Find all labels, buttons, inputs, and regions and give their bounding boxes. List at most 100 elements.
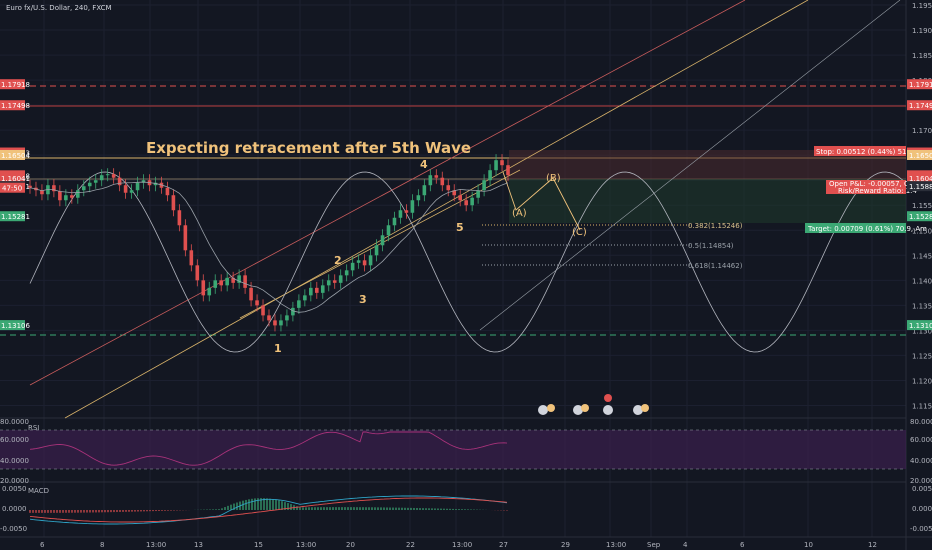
cycle-sine[interactable] <box>29 171 907 353</box>
price-tag-left-text: 1.17498 <box>1 102 30 110</box>
price-tick: 1.17000 <box>912 127 932 135</box>
pnl-tag[interactable] <box>826 180 906 194</box>
time-axis: 6 8 13:00 13 15 13:00 20 22 13:00 27 29 13:00 Sep 4 6 1… <box>40 541 877 549</box>
candle-body <box>207 287 212 296</box>
price-tag-left-text: 1.16041 <box>1 175 30 183</box>
candle-body <box>177 210 182 226</box>
macd-label: MACD <box>28 487 49 495</box>
candle-body <box>350 262 355 271</box>
countdown-tag <box>0 182 25 193</box>
price-tag-left-text: 1.15281 <box>1 213 30 221</box>
candle-body <box>64 195 68 201</box>
chart-annotation-title[interactable]: Expecting retracement after 5th Wave <box>146 139 471 157</box>
event-icon[interactable] <box>641 404 649 412</box>
channel-grey[interactable] <box>479 0 901 331</box>
candle-body <box>93 180 98 183</box>
candle-body <box>153 182 158 186</box>
event-icon[interactable] <box>581 404 589 412</box>
wave-label-3[interactable]: 3 <box>359 293 367 306</box>
candle-body <box>231 277 235 283</box>
wave-label-5[interactable]: 5 <box>456 221 464 234</box>
fib-label-382: 0.382(1.15246) <box>688 222 743 230</box>
wave-label-c[interactable]: (C) <box>572 227 587 238</box>
channel-upper[interactable] <box>29 0 746 386</box>
price-tag-text: 1.16041 <box>909 175 932 183</box>
event-icon[interactable] <box>633 405 643 415</box>
fib-label-50: 0.5(1.14854) <box>688 242 734 250</box>
target-tag[interactable] <box>805 223 906 233</box>
pnl-tag-text: Open P&L: -0.00057, Qty: 4 <box>829 180 925 188</box>
time-tick: 6 <box>40 541 45 549</box>
event-icon[interactable] <box>573 405 583 415</box>
candle-body <box>70 195 74 198</box>
candle-body <box>219 280 223 286</box>
candle-body <box>500 160 504 166</box>
price-tag-left <box>0 320 25 331</box>
candle-body <box>404 210 409 213</box>
candle-body <box>488 170 492 181</box>
time-tick: 13:00 <box>606 541 626 549</box>
macd-tick: 0.0000 <box>912 505 932 513</box>
wave-label-2[interactable]: 2 <box>334 254 342 267</box>
wave-label-a[interactable]: (A) <box>512 208 527 219</box>
price-tag <box>907 149 932 160</box>
price-tag-text: 1.16504 <box>909 152 932 160</box>
channel-mid[interactable] <box>64 0 809 419</box>
price-tick: 1.14500 <box>912 252 932 260</box>
price-tag-text: 1.15281 <box>909 213 932 221</box>
candle-body <box>470 197 474 206</box>
time-tick: 13:00 <box>296 541 316 549</box>
wave-label-b[interactable]: (B) <box>546 173 561 184</box>
candle-body <box>255 300 259 306</box>
time-tick: 29 <box>561 541 570 549</box>
stop-tag[interactable] <box>814 146 906 156</box>
macd-tick-left: -0.0050 <box>0 525 27 533</box>
candle-body <box>285 315 289 321</box>
symbol-label: Euro fx/U.S. Dollar, 240, FXCM <box>6 4 112 12</box>
candle-body <box>279 320 283 326</box>
event-icon[interactable] <box>603 405 613 415</box>
event-icon[interactable] <box>547 404 555 412</box>
price-tag-left <box>0 173 25 184</box>
rsi-tick: 40.0000 <box>910 457 932 465</box>
macd-tick-left: 0.0000 <box>2 505 27 513</box>
candle-body <box>410 200 415 213</box>
rsi-tick-left: 40.0000 <box>0 457 29 465</box>
candle-body <box>422 185 427 196</box>
price-tick: 1.13500 <box>912 302 932 310</box>
candle-body <box>386 225 391 236</box>
time-tick: 15 <box>254 541 263 549</box>
event-icon[interactable] <box>538 405 548 415</box>
price-tick: 1.11500 <box>912 402 932 410</box>
time-tick: 20 <box>346 541 355 549</box>
candle-body <box>28 185 32 188</box>
price-tag-text: 1.17918 <box>909 81 932 89</box>
event-icon[interactable] <box>604 394 612 402</box>
candle-body <box>356 260 361 263</box>
wave-label-1[interactable]: 1 <box>274 342 282 355</box>
time-tick: 13:00 <box>452 541 472 549</box>
rsi-tick-left: 60.0000 <box>0 436 29 444</box>
channel-lower[interactable] <box>239 169 521 319</box>
candle-body <box>326 280 331 286</box>
time-tick: Sep <box>647 541 661 549</box>
candle-body <box>392 217 397 226</box>
wave-label-4[interactable]: 4 <box>420 158 428 171</box>
price-tick: 1.15000 <box>912 227 932 235</box>
rsi-label: RSI <box>28 424 39 432</box>
price-tick: 1.19000 <box>912 27 932 35</box>
price-tag <box>907 79 932 90</box>
price-tag-left <box>0 149 25 160</box>
rsi-tick: 20.0000 <box>910 477 932 485</box>
candle-body <box>494 160 498 171</box>
abc-path[interactable] <box>502 171 581 231</box>
candle-body <box>291 307 295 316</box>
candle-body <box>273 320 277 326</box>
candle-body <box>464 200 468 206</box>
candle-body <box>225 277 229 286</box>
countdown-tag-text: 47:50 <box>2 185 22 193</box>
candle-body <box>165 187 170 196</box>
event-icons[interactable] <box>538 394 649 415</box>
